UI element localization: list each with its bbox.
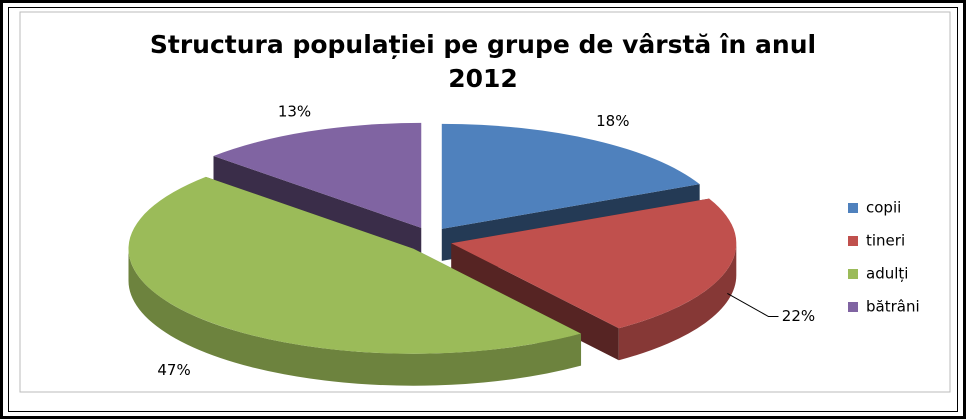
legend-label: adulți	[866, 265, 908, 283]
slice	[128, 176, 582, 354]
slice-group	[128, 176, 582, 386]
legend-swatch	[848, 269, 858, 279]
legend-label: copii	[866, 199, 901, 217]
chart-area	[19, 11, 951, 393]
slice	[213, 122, 422, 228]
legend-label: bătrâni	[866, 298, 920, 316]
leader-line	[727, 292, 779, 318]
legend-swatch	[848, 302, 858, 312]
data-label: 47%	[157, 361, 190, 379]
legend-swatch	[848, 203, 858, 213]
slice-side	[128, 248, 582, 386]
slice-wall	[451, 243, 619, 361]
legend-swatch	[848, 236, 858, 246]
slice-side	[618, 243, 737, 361]
data-label: 13%	[278, 102, 311, 120]
slice-group	[451, 198, 737, 361]
chart-title: Structura populației pe grupe de vârstă …	[149, 30, 817, 93]
inner-frame	[8, 7, 958, 412]
slice	[441, 123, 700, 229]
data-label: 18%	[596, 112, 629, 130]
slice	[451, 198, 737, 329]
data-label: 22%	[782, 307, 815, 325]
legend-label: tineri	[866, 232, 905, 250]
